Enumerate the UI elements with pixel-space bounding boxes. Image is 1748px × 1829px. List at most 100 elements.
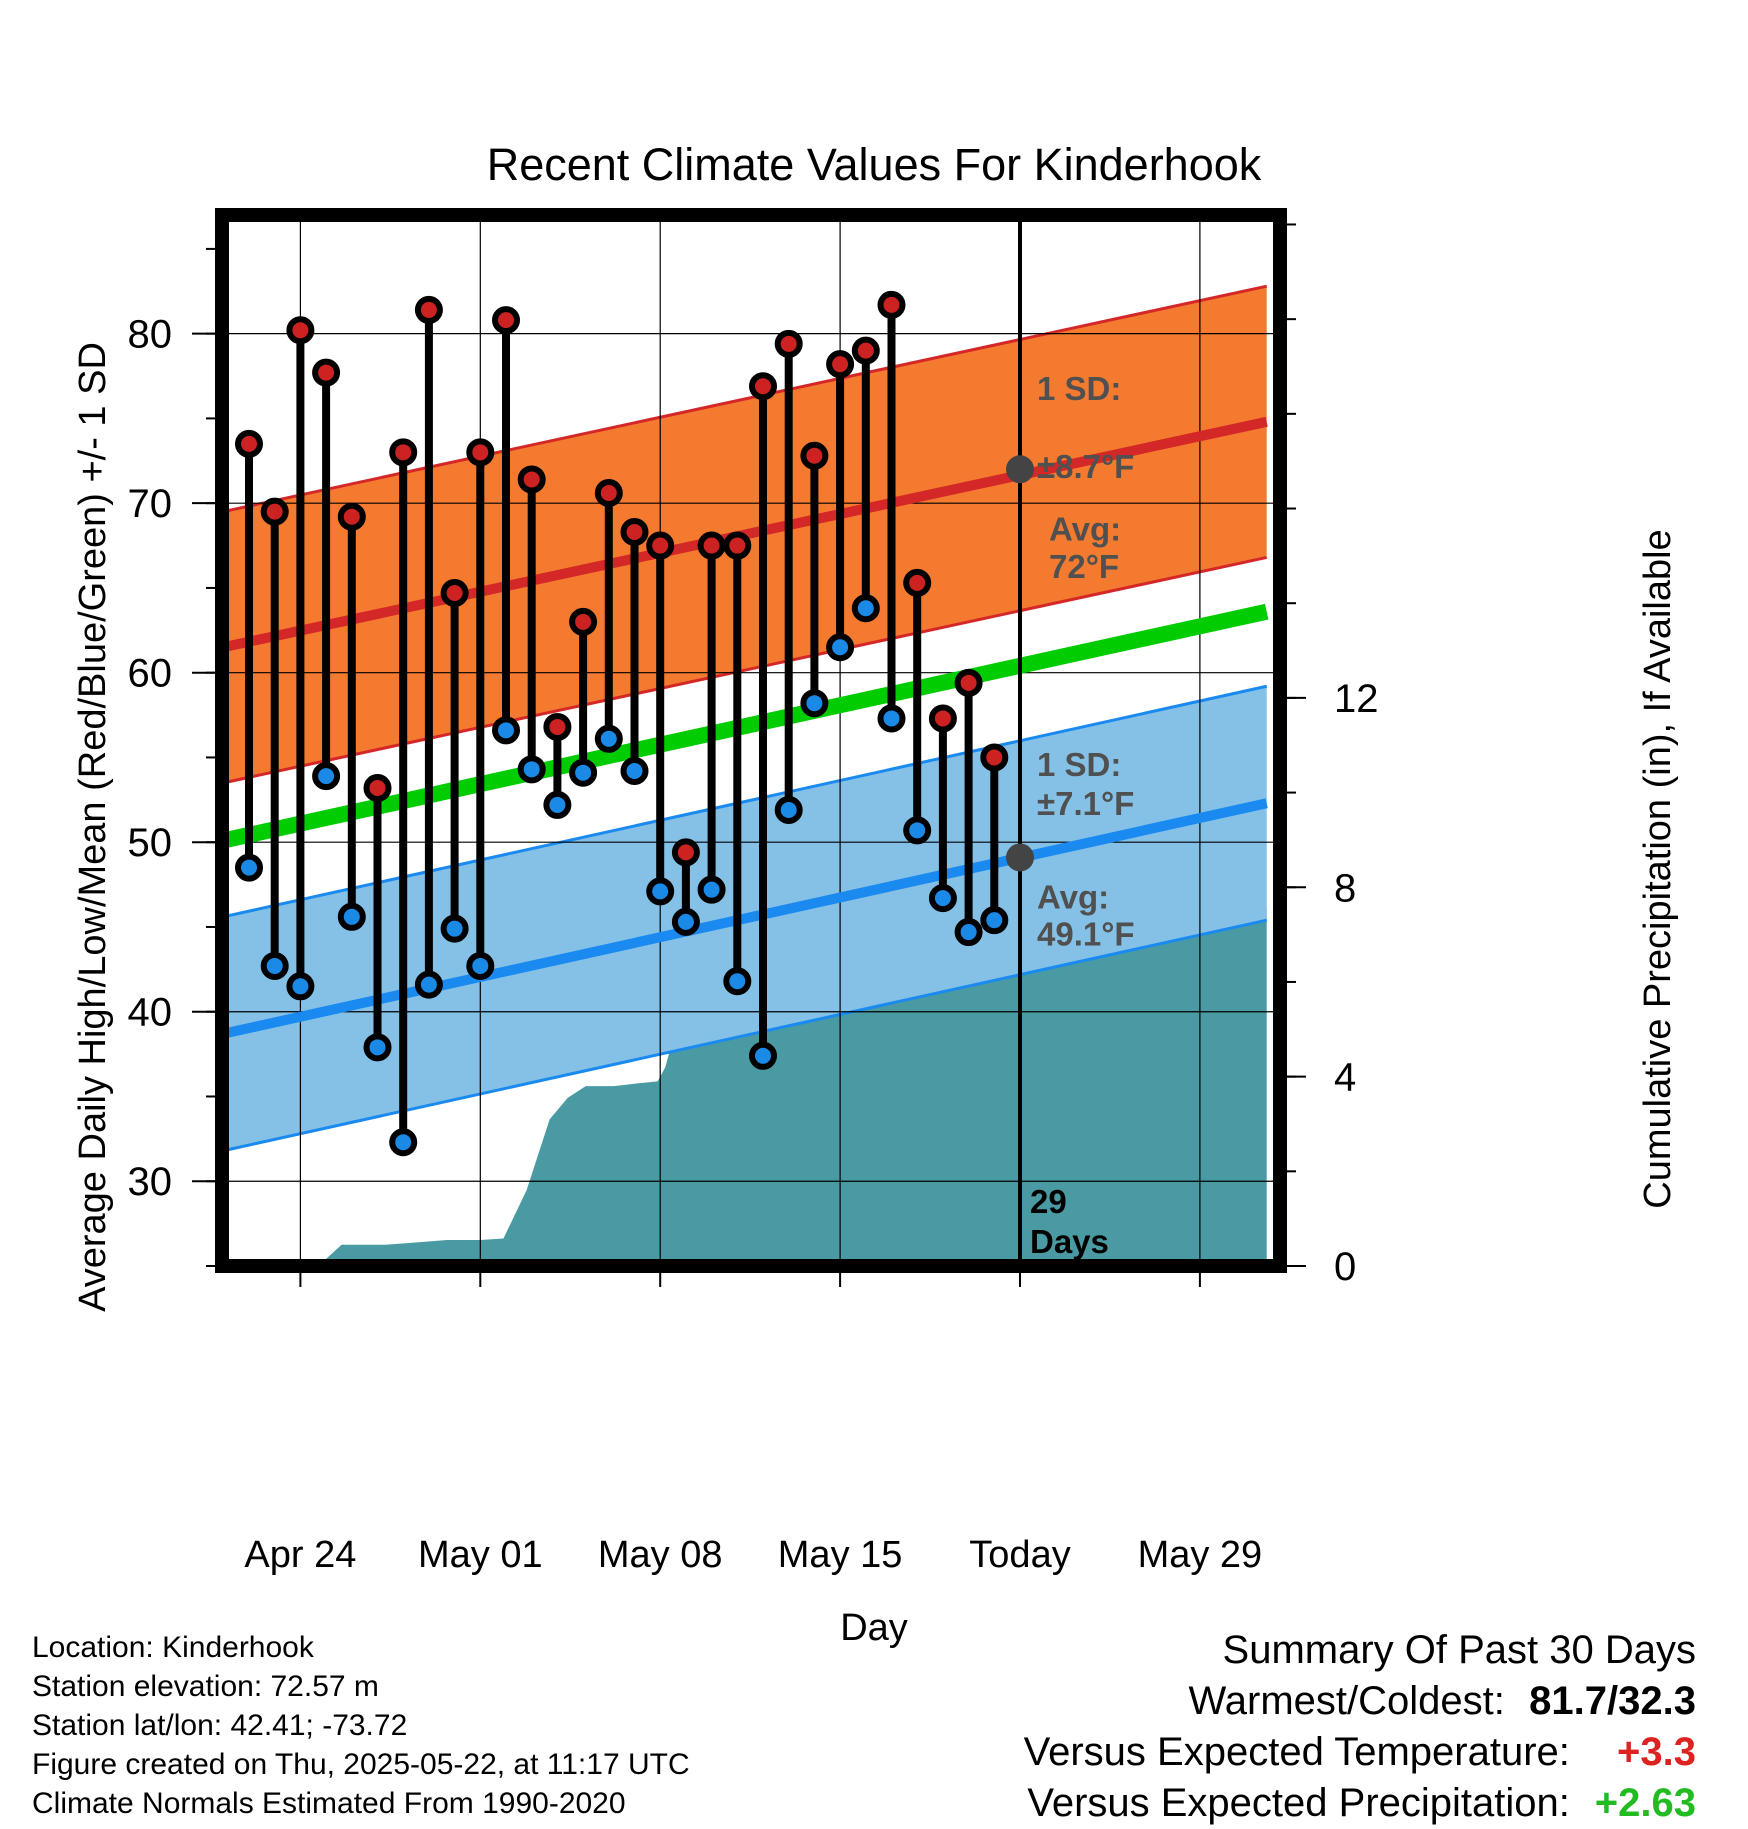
mean-normal-line [222,603,1269,849]
daily-high-point [749,372,777,401]
daily-high-point [697,531,726,560]
created-text: Figure created on Thu, 2025-05-22, at 11… [32,1748,690,1781]
high-lower-sd-line [222,555,1268,785]
daily-high-point [312,358,341,387]
daily-high-point [980,743,1009,772]
y2-tick-label: 8 [1334,866,1356,910]
daily-low-point [594,724,623,753]
daily-low-point [723,967,752,996]
daily-low-point [800,689,829,718]
summary-row-precip: Versus Expected Precipitation: +2.63 [1024,1778,1696,1829]
daily-low-point [980,906,1009,935]
today-days-label: Days [1030,1223,1109,1260]
daily-low-point [543,790,572,819]
daily-high-point [363,773,392,802]
y2-axis-label: Cumulative Precipitation (in), If Availa… [1637,529,1679,1208]
y2-tick-label: 12 [1334,677,1379,721]
y-tick-label: 50 [128,821,173,865]
y-tick-label: 30 [128,1160,173,1204]
daily-high-point [286,316,315,345]
y-tick-label: 60 [128,652,173,696]
low-upper-sd-line [222,684,1268,919]
daily-high-point [954,668,983,697]
today-low-avg-marker [1006,843,1034,872]
daily-low-point [312,762,341,791]
daily-low-point [235,853,263,882]
daily-high-point [800,441,829,470]
low-avg-value: 49.1°F [1037,916,1135,953]
daily-low-point [646,877,675,906]
daily-high-point [646,531,675,560]
x-tick-label: May 29 [1138,1534,1263,1576]
x-tick-label: May 08 [598,1534,723,1576]
daily-high-point [414,295,443,324]
daily-high-point [337,502,366,531]
daily-low-point [286,972,315,1001]
x-tick-label: Today [969,1534,1070,1576]
precip-value: +2.63 [1594,1781,1696,1825]
daily-high-point [235,429,263,458]
x-axis-label: Day [840,1607,908,1649]
low-avg-label: Avg: [1037,878,1109,915]
daily-high-point [723,531,752,560]
daily-high-point [774,329,803,358]
daily-high-point [569,607,598,636]
daily-high-point [620,517,649,546]
today-high-avg-marker [1006,455,1034,484]
daily-low-point [954,918,983,947]
y-axis-label: Average Daily High/Low/Mean (Red/Blue/Gr… [72,342,114,1312]
elevation-text: Station elevation: 72.57 m [32,1670,379,1703]
y-tick-label: 80 [128,313,173,357]
today-days-number: 29 [1030,1183,1067,1220]
daily-low-point [928,884,957,913]
daily-low-point [877,704,906,733]
summary-panel: Summary Of Past 30 Days Warmest/Coldest:… [1024,1625,1696,1829]
y-tick-label: 70 [128,482,173,526]
y2-tick-label: 0 [1334,1245,1356,1289]
daily-high-point [877,290,906,319]
x-tick-label: May 15 [778,1534,903,1576]
low-lower-sd-line [222,918,1268,1153]
normals-text: Climate Normals Estimated From 1990-2020 [32,1787,626,1820]
daily-high-point [594,479,623,508]
y2-tick-label: 4 [1334,1056,1356,1100]
daily-high-point [543,712,572,741]
x-tick-label: May 01 [418,1534,543,1576]
daily-low-point [749,1041,777,1070]
plot-clip-group [222,215,1280,1266]
plot-frame [215,208,1287,1273]
high-avg-value: 72°F [1049,548,1119,585]
location-text: Location: Kinderhook [32,1631,314,1664]
high-avg-label: Avg: [1049,511,1121,548]
daily-low-point [414,970,443,999]
warm-cold-label: Warmest/Coldest: [1188,1679,1505,1723]
daily-low-point [363,1033,392,1062]
y-tick-label: 40 [128,991,173,1035]
summary-heading: Summary Of Past 30 Days [1222,1628,1696,1672]
daily-low-point [620,757,649,786]
daily-high-point [440,579,469,608]
high-sd-label: 1 SD: [1037,370,1121,407]
daily-high-point [826,350,855,379]
warm-cold-value: 81.7/32.3 [1529,1679,1696,1723]
daily-low-point [569,758,598,787]
daily-low-point [697,875,726,904]
x-tick-label: Apr 24 [244,1534,356,1576]
daily-low-point [774,796,803,825]
low-sd-label: 1 SD: [1037,746,1121,783]
daily-low-point [389,1128,418,1157]
daily-high-point [671,838,700,867]
daily-low-point [466,951,495,980]
daily-high-point [466,438,495,467]
temp-value: +3.3 [1617,1730,1696,1774]
daily-high-point [389,438,418,467]
summary-row-warm-cold: Warmest/Coldest: 81.7/32.3 [1024,1676,1697,1727]
daily-low-point [671,907,700,936]
daily-low-point [826,633,855,662]
daily-low-point [440,914,469,943]
station-info: Location: Kinderhook Station elevation: … [32,1628,690,1823]
daily-high-point [492,306,520,335]
daily-high-point [851,336,880,365]
